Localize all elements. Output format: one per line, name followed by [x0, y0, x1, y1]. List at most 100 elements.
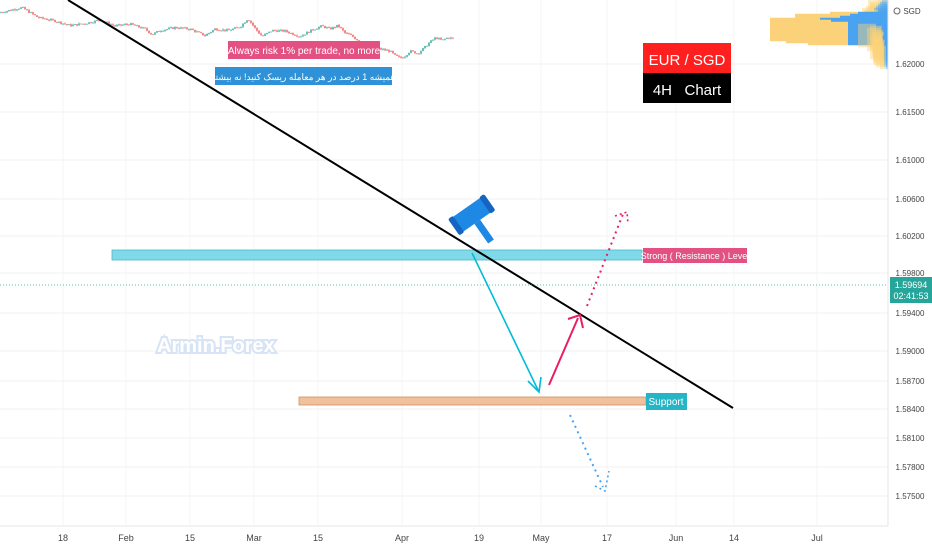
candle-body [408, 52, 410, 56]
candle-body [310, 29, 312, 33]
candle-body [302, 35, 304, 37]
profile-sell-bar [881, 27, 888, 52]
candle-body [178, 28, 180, 29]
candle-body [426, 45, 428, 47]
price-tick-label: 1.58100 [896, 434, 925, 443]
price-tick-label: 1.57800 [896, 463, 925, 472]
candle-body [232, 28, 234, 31]
candle-body [70, 24, 72, 27]
candle-body [240, 26, 242, 28]
time-tick-label: 15 [313, 533, 323, 543]
candle-body [50, 19, 52, 21]
candle-body [4, 12, 6, 14]
candle-body [148, 30, 150, 34]
candle-body [392, 50, 394, 54]
candle-body [18, 8, 20, 10]
candle-body [122, 24, 124, 26]
candle-body [350, 34, 352, 36]
profile-sell-bar [883, 29, 888, 54]
candle-body [402, 57, 404, 59]
candle-body [46, 19, 48, 20]
candle-body [260, 33, 262, 36]
candle-body [238, 27, 240, 29]
candle-body [172, 27, 174, 29]
price-tick-label: 1.58400 [896, 405, 925, 414]
candle-body [440, 38, 442, 40]
candle-body [306, 31, 308, 35]
candle-body [334, 27, 336, 28]
candle-body [304, 34, 306, 36]
candle-body [190, 28, 192, 30]
trendline[interactable] [67, 0, 734, 409]
candle-body [22, 7, 24, 8]
profile-sell-bar [883, 33, 888, 58]
price-axis[interactable]: 1.62000 1.61500 1.61000 1.60600 1.60200 1.598… [887, 0, 932, 526]
price-tick-label: 1.60200 [896, 232, 925, 241]
candle-body [400, 56, 402, 58]
gavel-icon [448, 194, 495, 244]
time-tick-label: 19 [474, 533, 484, 543]
profile-buy-bar [870, 35, 882, 60]
candle-body [186, 27, 188, 30]
candle-body [228, 29, 230, 31]
candle-body [280, 29, 282, 31]
candle-body [248, 20, 250, 22]
projection-arrow-down[interactable] [471, 252, 539, 391]
candle-body [348, 33, 350, 35]
candle-body [194, 30, 196, 32]
projection-dotted-down[interactable] [569, 414, 604, 488]
support-label-text: Support [648, 397, 683, 408]
candle-body [390, 50, 392, 52]
candle-body [380, 48, 382, 50]
candle-body [24, 7, 26, 10]
candle-body [36, 15, 38, 17]
profile-sell-bar [882, 0, 888, 24]
profile-sell-bar [876, 23, 888, 48]
candle-body [20, 7, 22, 9]
candle-body [288, 31, 290, 34]
candles [0, 6, 454, 59]
price-tick-label: 1.61000 [896, 156, 925, 165]
candle-body [326, 27, 328, 29]
candle-body [196, 31, 198, 33]
candle-body [74, 24, 76, 25]
candle-body [342, 28, 344, 31]
candle-body [200, 32, 202, 33]
candle-body [40, 17, 42, 18]
time-axis[interactable]: 18 Feb 15 Mar 15 Apr 19 May 17 Jun 14 Jul [0, 525, 888, 543]
candle-body [142, 27, 144, 29]
candle-body [52, 19, 54, 21]
candle-body [110, 24, 112, 26]
risk-note-english-text: Always risk 1% per trade, no more [228, 46, 381, 57]
projection-dotted-up[interactable] [586, 213, 624, 307]
time-tick-label: 17 [602, 533, 612, 543]
profile-buy-bar [880, 45, 886, 70]
symbol-text: EUR / SGD [649, 52, 726, 69]
profile-buy-bar [876, 43, 884, 68]
profile-buy-bar [873, 29, 883, 54]
price-tick-label: 1.58700 [896, 377, 925, 386]
candle-body [242, 23, 244, 27]
projection-dotted-up-head [614, 210, 629, 225]
candle-body [448, 37, 450, 39]
candle-body [176, 27, 178, 29]
candle-body [162, 30, 164, 32]
candle-body [140, 27, 142, 29]
candle-body [180, 27, 182, 29]
price-tick-label: 1.59000 [896, 347, 925, 356]
projection-arrow-up[interactable] [548, 317, 579, 386]
candle-body [152, 34, 154, 36]
axis-settings-icon[interactable] [893, 7, 901, 15]
profile-sell-bar [885, 39, 888, 64]
candle-body [320, 25, 322, 28]
candle-body [68, 24, 70, 26]
candle-body [184, 27, 186, 29]
candle-body [166, 29, 168, 30]
candle-body [384, 49, 386, 51]
price-tick-label: 1.59400 [896, 309, 925, 318]
resistance-zone[interactable] [111, 249, 643, 261]
support-zone[interactable] [298, 396, 647, 406]
projection-arrow-up-head [567, 313, 584, 329]
candle-body [156, 31, 158, 33]
